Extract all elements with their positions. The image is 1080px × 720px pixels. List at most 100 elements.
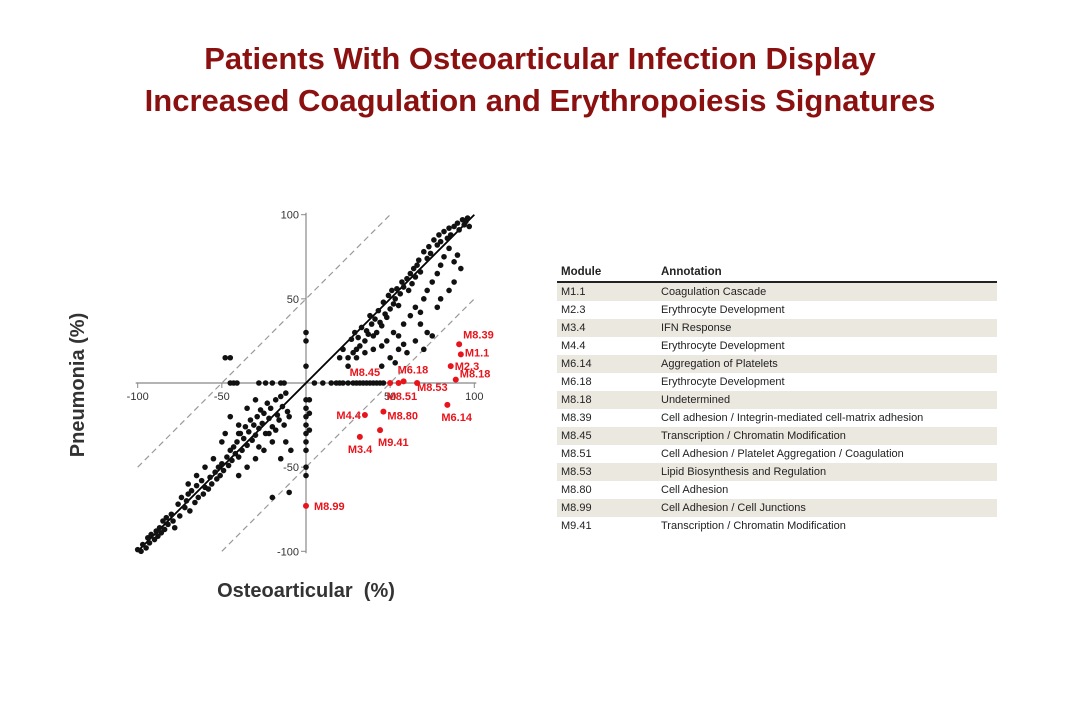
data-point xyxy=(303,338,309,344)
data-point xyxy=(320,380,326,386)
data-point xyxy=(437,238,444,245)
data-point xyxy=(441,253,447,260)
module-cell: M3.4 xyxy=(557,319,657,337)
data-point xyxy=(303,472,309,479)
data-point xyxy=(424,329,430,336)
data-point xyxy=(340,346,346,353)
data-point xyxy=(272,397,279,403)
data-point xyxy=(252,455,259,462)
highlight-label: M8.39 xyxy=(463,329,494,341)
data-point xyxy=(385,292,392,299)
x-axis-title: Osteoarticular (%) xyxy=(217,580,395,602)
data-point xyxy=(395,333,402,339)
highlighted-point xyxy=(452,376,459,383)
table-row: M6.18 Erythrocyte Development xyxy=(557,373,997,391)
data-point xyxy=(405,287,412,294)
data-point xyxy=(417,321,424,327)
data-point xyxy=(259,420,266,427)
data-point xyxy=(240,435,247,442)
data-point xyxy=(252,432,259,438)
data-point xyxy=(373,329,380,336)
data-point xyxy=(378,363,385,369)
data-point xyxy=(283,439,289,445)
data-point xyxy=(429,279,436,285)
data-point xyxy=(163,514,170,521)
data-point xyxy=(378,343,385,349)
table-row: M1.1 Coagulation Cascade xyxy=(557,282,997,301)
data-point xyxy=(261,410,267,417)
data-point xyxy=(284,408,291,415)
highlighted-point xyxy=(377,427,384,434)
data-point xyxy=(378,322,385,329)
data-point xyxy=(380,380,387,386)
module-cell: M8.18 xyxy=(557,391,657,409)
data-point xyxy=(372,316,378,322)
data-point xyxy=(208,481,215,487)
data-point xyxy=(412,274,419,280)
data-point xyxy=(195,494,202,501)
data-point xyxy=(148,531,154,538)
data-point xyxy=(143,545,149,551)
data-point xyxy=(303,439,309,445)
module-cell: M2.3 xyxy=(561,304,586,316)
data-point xyxy=(225,462,232,469)
annotation-cell: Erythrocyte Development xyxy=(661,376,785,388)
data-point xyxy=(466,223,473,230)
data-point xyxy=(306,397,313,403)
data-point xyxy=(400,284,407,290)
highlight-label: M8.18 xyxy=(460,369,491,381)
data-point xyxy=(192,499,198,506)
data-point xyxy=(421,248,427,255)
data-point xyxy=(340,380,346,386)
data-point xyxy=(456,227,462,233)
data-point xyxy=(281,380,287,386)
data-point xyxy=(437,262,444,268)
data-point xyxy=(227,354,234,361)
highlighted-point xyxy=(457,351,464,358)
data-point xyxy=(303,405,309,412)
reference-line-lower xyxy=(221,298,475,552)
table-row: M8.18 Undetermined xyxy=(557,391,997,409)
data-point xyxy=(219,460,225,467)
data-point xyxy=(395,302,402,309)
x-tick-label: 100 xyxy=(465,391,483,403)
scatter-chart: -100 -50 50 10010050-50-100M8.39M1.1M2.3M8.… xyxy=(67,210,494,602)
data-point xyxy=(348,336,355,343)
data-point xyxy=(421,296,427,302)
data-point xyxy=(303,422,309,428)
data-point xyxy=(146,540,153,546)
data-point xyxy=(198,477,205,484)
data-point xyxy=(311,380,318,386)
highlighted-point xyxy=(356,433,363,440)
highlight-label: M1.1 xyxy=(465,347,489,359)
data-point xyxy=(182,504,188,511)
table-row: M8.39 Cell adhesion / Integrin-mediated c… xyxy=(557,409,997,427)
data-point xyxy=(202,464,208,470)
data-point xyxy=(288,447,294,454)
data-point xyxy=(234,380,240,386)
highlighted-point xyxy=(395,380,402,386)
data-point xyxy=(178,494,185,501)
y-tick-label: 100 xyxy=(281,210,299,222)
data-point xyxy=(392,360,398,366)
data-point xyxy=(436,232,442,238)
data-point xyxy=(165,521,171,528)
data-point xyxy=(251,422,257,428)
annotation-cell: Erythrocyte Development xyxy=(661,304,785,316)
module-cell: M4.4 xyxy=(561,340,586,352)
data-point xyxy=(431,237,437,243)
data-point xyxy=(222,430,229,437)
data-point xyxy=(235,472,242,479)
data-point xyxy=(210,455,217,462)
data-point xyxy=(362,349,368,356)
annotation-cell: Coagulation Cascade xyxy=(657,282,997,301)
highlighted-point xyxy=(414,380,421,386)
data-point xyxy=(234,439,240,445)
data-point xyxy=(415,257,422,263)
annotation-cell: Aggregation of Platelets xyxy=(657,355,997,373)
data-point xyxy=(272,427,279,433)
data-point xyxy=(161,526,168,533)
module-cell: M9.41 xyxy=(561,520,592,532)
title-line-1: Patients With Osteoarticular Infection D… xyxy=(204,41,876,76)
y-axis-title: Pneumonia (%) xyxy=(67,313,89,457)
